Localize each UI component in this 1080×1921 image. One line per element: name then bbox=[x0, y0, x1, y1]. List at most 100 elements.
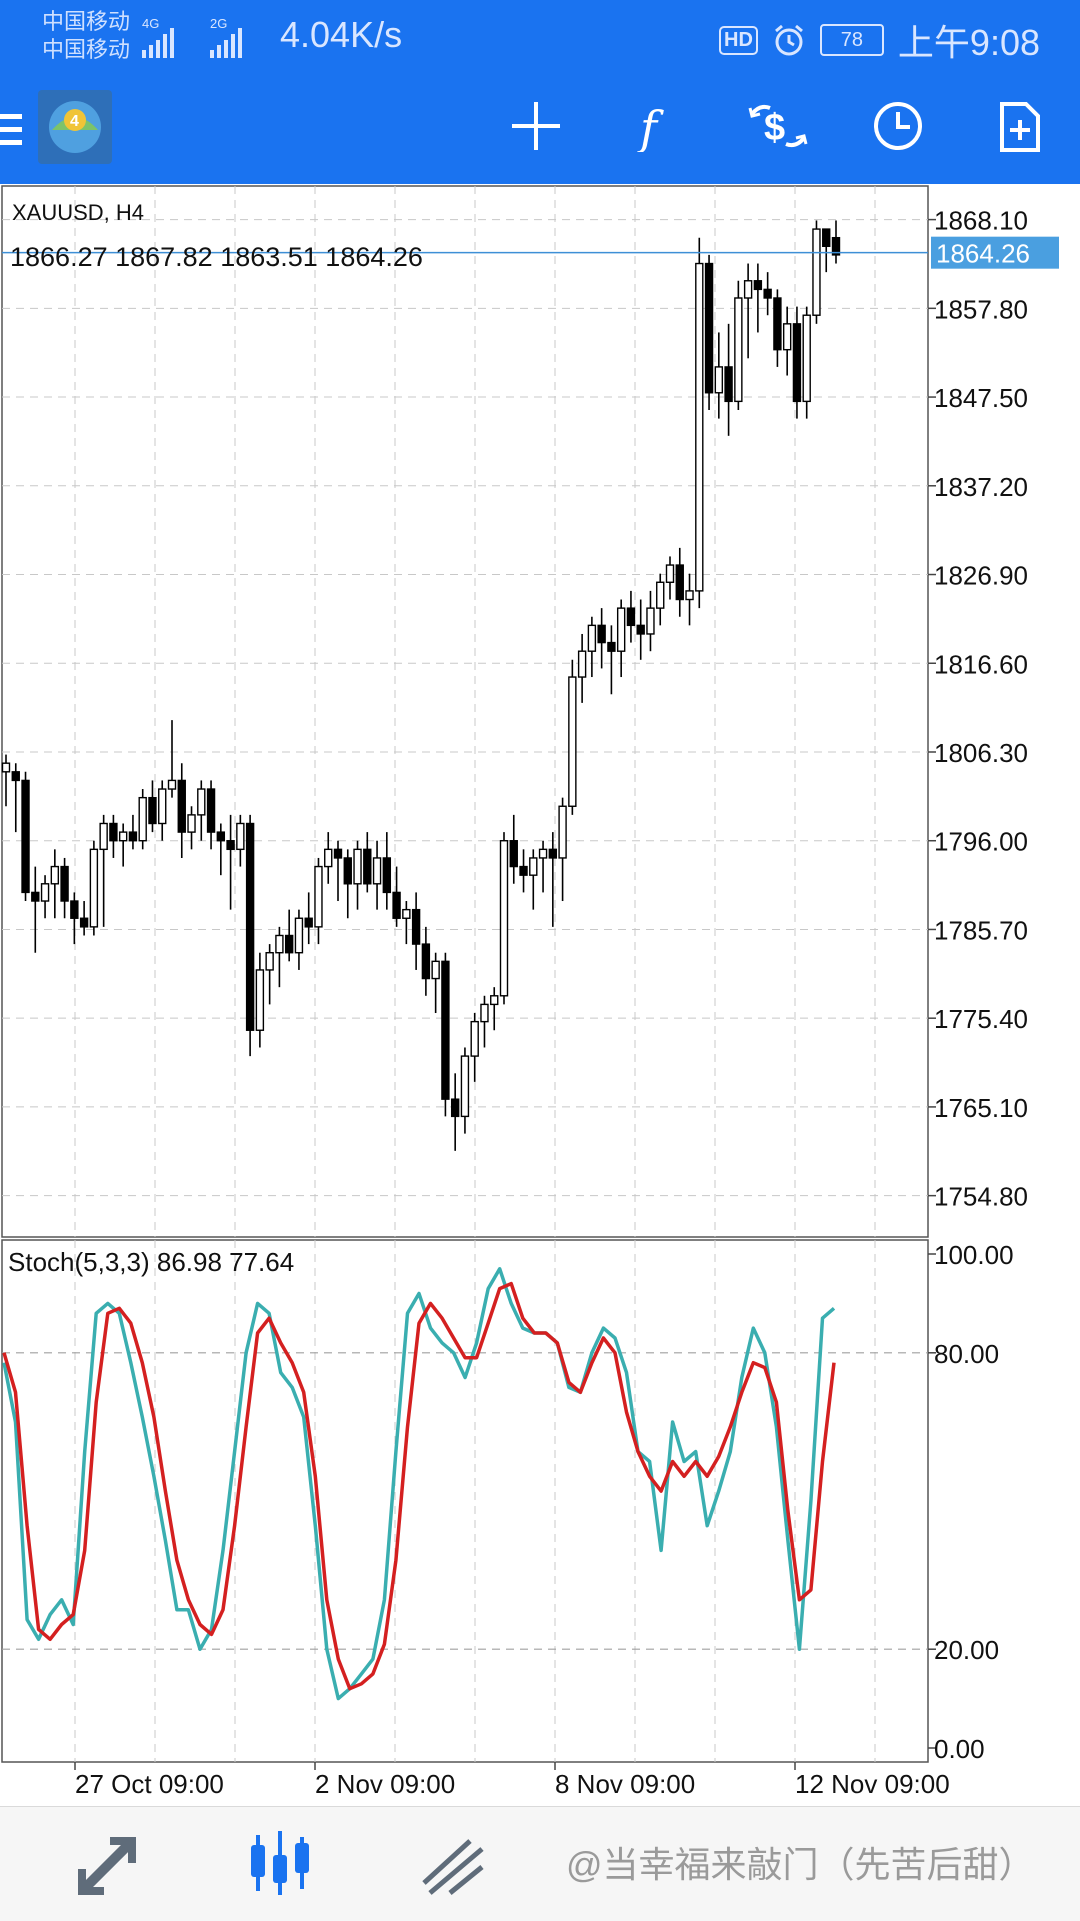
candle bbox=[11, 763, 20, 833]
candle bbox=[597, 608, 606, 669]
candle-body-bull bbox=[577, 650, 587, 678]
candle bbox=[314, 857, 323, 945]
candle bbox=[226, 814, 235, 910]
hd-badge: HD bbox=[719, 25, 758, 55]
candle bbox=[167, 720, 177, 798]
chart-grid bbox=[1, 185, 929, 1763]
crosshair-icon[interactable] bbox=[510, 100, 562, 152]
candle bbox=[704, 254, 714, 410]
candle-body-bull bbox=[616, 607, 626, 652]
candle-body-bear bbox=[148, 796, 157, 825]
trade-icon[interactable]: $ bbox=[746, 100, 810, 152]
battery-icon: 78 bbox=[819, 24, 884, 56]
candle-body-bear bbox=[607, 641, 616, 652]
candle bbox=[743, 263, 753, 359]
candle-body-bull bbox=[665, 564, 675, 583]
candle-body-bear bbox=[31, 891, 40, 902]
candle-body-bull bbox=[743, 280, 753, 299]
candle bbox=[89, 840, 99, 936]
candle-body-bear bbox=[509, 840, 518, 868]
stoch-tick-label: 0.00 bbox=[934, 1734, 985, 1764]
time-tick-label: 8 Nov 09:00 bbox=[555, 1769, 695, 1799]
candle-body-bear bbox=[21, 779, 30, 894]
candle bbox=[294, 909, 304, 970]
stoch-main-line bbox=[2, 1267, 836, 1701]
candle-body-bull bbox=[353, 848, 362, 885]
candle bbox=[519, 849, 528, 893]
candle bbox=[616, 599, 626, 678]
candle-body-bear bbox=[450, 1098, 460, 1118]
candle bbox=[21, 771, 30, 902]
candle bbox=[284, 909, 294, 962]
candle bbox=[626, 590, 636, 643]
candle-body-bull bbox=[138, 796, 147, 842]
candle bbox=[753, 263, 763, 333]
candle bbox=[450, 1073, 460, 1151]
candle bbox=[353, 840, 362, 910]
clock-time: 上午9:08 bbox=[897, 22, 1040, 63]
candle-body-bear bbox=[216, 831, 226, 842]
watermark-text: @当幸福来敲门（先苦后甜） bbox=[566, 1844, 1035, 1885]
candle bbox=[734, 280, 743, 410]
price-tick-label: 1857.80 bbox=[934, 294, 1028, 324]
line-tool-icon[interactable] bbox=[420, 1835, 486, 1897]
chart-axes: 1868.10 1857.80 1847.50 1837.20 1826.90 1816.… bbox=[2, 206, 1059, 1799]
candle bbox=[822, 228, 831, 273]
candle-body-bull bbox=[197, 788, 206, 816]
candle bbox=[343, 849, 352, 919]
candle-body-bear bbox=[392, 891, 401, 919]
candle-body-bear bbox=[792, 323, 802, 403]
mt4-logo-icon[interactable]: 4 bbox=[38, 90, 112, 164]
candle-body-bull bbox=[646, 607, 655, 635]
candle bbox=[245, 814, 255, 1057]
candle bbox=[411, 892, 421, 970]
candles-icon[interactable] bbox=[248, 1829, 312, 1899]
candle-body-bear bbox=[763, 288, 772, 299]
candle-body-bull bbox=[1, 762, 11, 773]
current-price-label: 1864.26 bbox=[936, 239, 1030, 269]
candle bbox=[40, 875, 50, 919]
clock-icon[interactable] bbox=[872, 100, 924, 152]
candle bbox=[333, 840, 343, 902]
candle bbox=[812, 220, 821, 324]
svg-text:f: f bbox=[637, 101, 664, 152]
candle bbox=[782, 306, 792, 376]
candle bbox=[568, 659, 577, 815]
candle-body-bear bbox=[704, 262, 714, 394]
candle bbox=[558, 797, 567, 902]
candle-body-bull bbox=[255, 969, 265, 1031]
candle bbox=[646, 590, 655, 652]
candle-body-bull bbox=[158, 788, 167, 825]
price-panel-border bbox=[1, 185, 929, 1238]
new-order-icon[interactable] bbox=[998, 100, 1042, 154]
price-tick-label: 1785.70 bbox=[934, 915, 1028, 945]
current-price-badge bbox=[931, 236, 1059, 269]
menu-icon[interactable] bbox=[0, 110, 24, 150]
candle-body-bull bbox=[529, 857, 538, 876]
battery-level: 78 bbox=[840, 28, 864, 51]
candle bbox=[79, 901, 89, 936]
candle bbox=[363, 832, 372, 893]
candle-body-bull bbox=[265, 952, 274, 971]
candle-body-bull bbox=[402, 908, 411, 919]
candle bbox=[1, 754, 11, 807]
candle bbox=[324, 832, 333, 884]
candle-body-bear bbox=[177, 779, 186, 833]
candle bbox=[372, 840, 382, 910]
candle-body-bear bbox=[411, 908, 421, 945]
chart-canvas[interactable]: 1868.10 1857.80 1847.50 1837.20 1826.90 1816.… bbox=[0, 184, 1080, 1804]
candle bbox=[773, 289, 782, 367]
candle-body-bear bbox=[304, 917, 313, 928]
price-tick-label: 1847.50 bbox=[934, 383, 1028, 413]
candle bbox=[382, 832, 392, 910]
one-click-trading-icon[interactable] bbox=[76, 1835, 138, 1897]
price-tick-label: 1816.60 bbox=[934, 649, 1028, 679]
indicators-icon[interactable]: f bbox=[632, 100, 682, 152]
candle bbox=[548, 832, 558, 927]
stoch-label: Stoch(5,3,3) 86.98 77.64 bbox=[8, 1247, 295, 1277]
candle bbox=[197, 780, 206, 841]
time-tick-label: 12 Nov 09:00 bbox=[795, 1769, 950, 1799]
candle bbox=[255, 952, 265, 1048]
candle-body-bear bbox=[226, 840, 235, 851]
candle bbox=[187, 806, 196, 850]
